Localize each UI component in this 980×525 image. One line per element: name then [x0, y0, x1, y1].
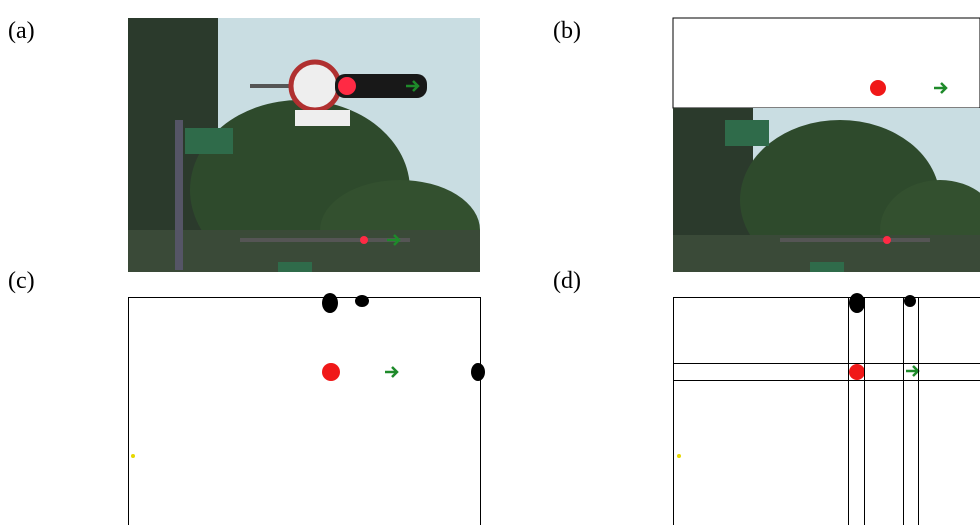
- photo-a: [128, 18, 480, 280]
- page: {"panels": [{"label": "(a)"}, {"label": …: [0, 0, 980, 525]
- panel-label: (b): [553, 18, 581, 44]
- mask-d: [673, 293, 980, 525]
- mask-c: [129, 293, 486, 525]
- photo-b: [673, 18, 980, 280]
- panel-label: (d): [553, 268, 581, 294]
- panel-label: (a): [8, 18, 35, 44]
- panel-label: (c): [8, 268, 35, 294]
- figure: (a) (b) (c) (d): [0, 0, 980, 525]
